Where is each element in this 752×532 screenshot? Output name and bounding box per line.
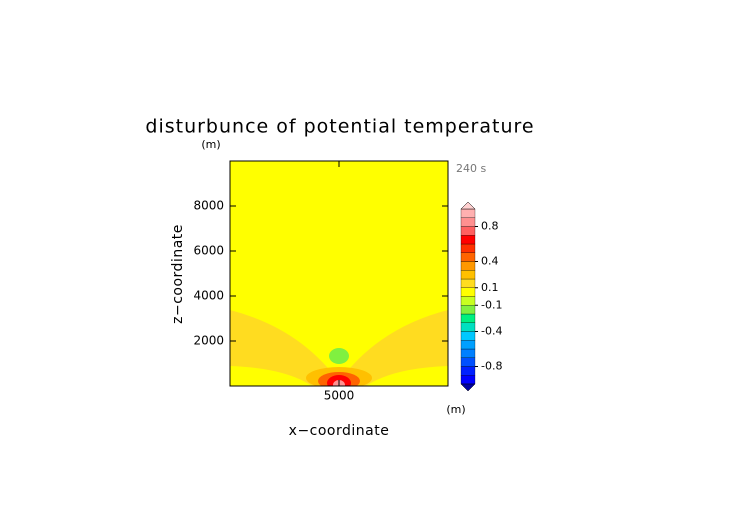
contour-region xyxy=(230,366,312,386)
x-tick-label: 5000 xyxy=(324,389,355,403)
colorbar-band xyxy=(460,287,476,297)
y-tick-label: 6000 xyxy=(193,244,224,258)
colorbar-band xyxy=(460,322,476,332)
x-axis-title: x−coordinate xyxy=(289,423,390,439)
colorbar-band xyxy=(460,375,476,385)
colorbar-band xyxy=(460,366,476,376)
y-tick-label: 8000 xyxy=(193,199,224,213)
colorbar-under xyxy=(460,383,476,392)
contour-region xyxy=(230,310,448,386)
colorbar-band xyxy=(460,357,476,367)
y-unit: (m) xyxy=(201,138,220,151)
colorbar-band xyxy=(460,235,476,245)
y-axis-title: z−coordinate xyxy=(170,224,186,324)
colorbar-band xyxy=(460,252,476,262)
colorbar-band xyxy=(460,226,476,236)
colorbar-band xyxy=(460,270,476,280)
chart-title: disturbunce of potential temperature xyxy=(145,116,534,138)
colorbar-band xyxy=(460,313,476,323)
colorbar-band xyxy=(460,348,476,358)
time-label: 240 s xyxy=(456,162,486,175)
colorbar-band xyxy=(460,340,476,350)
y-tick-label: 4000 xyxy=(193,289,224,303)
y-tick-label: 2000 xyxy=(193,334,224,348)
colorbar-tick-label: 0.1 xyxy=(481,281,499,294)
contour-field xyxy=(230,161,448,386)
colorbar-band xyxy=(460,208,476,218)
colorbar-tick-label: 0.8 xyxy=(481,220,499,233)
colorbar-band xyxy=(460,278,476,288)
colorbar-band xyxy=(460,217,476,227)
colorbar-tick-label: -0.1 xyxy=(481,298,502,311)
colorbar-band xyxy=(460,296,476,306)
contour-region xyxy=(366,366,448,386)
colorbar-band xyxy=(460,331,476,341)
colorbar-tick-label: -0.8 xyxy=(481,360,502,373)
contour-region xyxy=(329,348,349,364)
colorbar-band xyxy=(460,243,476,253)
colorbar-band xyxy=(460,261,476,271)
colorbar-band xyxy=(460,305,476,315)
colorbar-tick-label: 0.4 xyxy=(481,255,499,268)
x-unit: (m) xyxy=(446,403,465,416)
colorbar-over xyxy=(460,201,476,210)
colorbar-tick-label: -0.4 xyxy=(481,325,502,338)
